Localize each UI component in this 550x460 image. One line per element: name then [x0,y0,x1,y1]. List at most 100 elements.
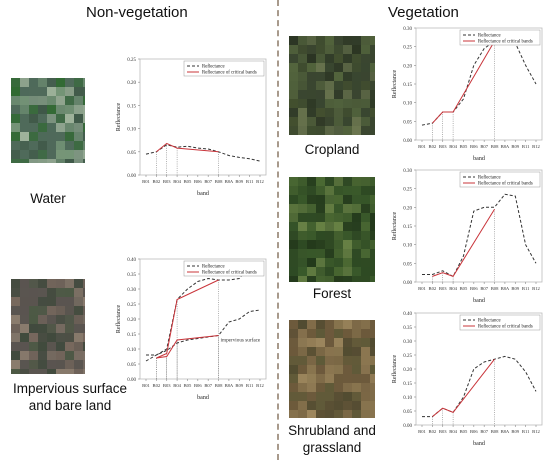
image-texture-cell [74,78,83,87]
image-texture-cell [20,279,29,288]
forest-image [289,177,379,285]
image-texture-cell [11,87,20,96]
image-texture-cell [307,126,316,135]
image-texture-cell [74,123,83,132]
image-texture-cell [83,123,92,132]
image-texture-cell [289,90,298,99]
y-tick-label: 0.15 [403,382,412,387]
image-texture-cell [361,383,370,392]
image-texture-cell [65,96,74,105]
image-texture-cell [38,342,47,351]
image-texture-cell [38,132,47,141]
image-texture-cell [289,204,298,213]
image-texture-cell [298,329,307,338]
image-texture-cell [334,45,343,54]
y-tick-label: 0.35 [127,273,136,278]
image-texture-cell [56,369,65,378]
image-texture-cell [343,231,352,240]
image-texture-cell [316,392,325,401]
image-texture-cell [307,338,316,347]
image-texture-cell [74,288,83,297]
image-texture-cell [316,90,325,99]
image-texture-cell [343,267,352,276]
image-texture-cell [56,150,65,159]
plot-frame [139,258,267,380]
image-texture-cell [47,333,56,342]
x-axis-label: band [473,298,485,304]
image-texture-cell [307,177,316,186]
image-texture-cell [307,45,316,54]
image-texture-cell [11,114,20,123]
shrub-caption-line1: Shrubland and [288,423,376,438]
image-texture-cell [83,288,92,297]
image-texture-cell [316,108,325,117]
image-texture-cell [361,329,370,338]
image-texture-cell [361,72,370,81]
image-texture-cell [307,410,316,419]
image-texture-cell [343,276,352,285]
image-texture-cell [38,288,47,297]
image-texture-cell [334,276,343,285]
image-texture-cell [334,329,343,338]
image-texture-cell [289,231,298,240]
image-texture-cell [361,338,370,347]
image-texture-cell [352,195,361,204]
image-texture-cell [325,117,334,126]
image-texture-cell [56,87,65,96]
image-texture-cell [370,117,379,126]
image-texture-cell [83,297,92,306]
image-texture-cell [29,369,38,378]
image-texture-cell [352,356,361,365]
water-caption: Water [30,191,66,206]
image-texture-cell [361,54,370,63]
image-texture-cell [74,159,83,168]
image-texture-cell [289,401,298,410]
legend-label-reflectance: Reflectance [478,176,501,181]
image-texture-cell [325,186,334,195]
image-texture-cell [289,195,298,204]
image-texture-cell [56,315,65,324]
x-tick-label: B06 [194,383,202,388]
image-texture-cell [20,351,29,360]
x-tick-label: B08 [215,179,223,184]
image-texture-cell [361,36,370,45]
image-texture-cell [289,45,298,54]
x-tick-label: B02 [429,144,437,149]
image-texture-cell [289,276,298,285]
image-texture-cell [334,204,343,213]
image-texture-cell [38,105,47,114]
image-texture-cell [289,36,298,45]
image-texture-cell [352,267,361,276]
image-texture-cell [38,279,47,288]
image-texture-cell [47,279,56,288]
image-texture-cell [56,78,65,87]
legend-label-reflectance: Reflectance [478,34,501,39]
x-tick-label: B03 [439,144,447,149]
legend-label-critical: Reflectance of critical bands [478,182,533,187]
image-texture-cell [325,258,334,267]
x-tick-label: B12 [256,179,264,184]
image-texture-cell [370,213,379,222]
legend-box [459,29,541,46]
image-texture-cell [65,87,74,96]
image-texture-cell [289,320,298,329]
image-texture-cell [370,36,379,45]
image-texture-cell [352,338,361,347]
image-texture-cell [361,320,370,329]
image-texture-cell [325,240,334,249]
image-texture-cell [334,117,343,126]
image-texture-cell [361,392,370,401]
image-texture-cell [334,410,343,419]
image-texture-cell [352,231,361,240]
image-texture-cell [11,150,20,159]
image-texture-cell [334,267,343,276]
image-texture-cell [343,195,352,204]
image-texture-cell [334,63,343,72]
image-texture-cell [325,231,334,240]
image-texture-cell [325,365,334,374]
image-texture-cell [334,231,343,240]
image-texture-cell [370,90,379,99]
plot-frame [415,312,543,426]
image-texture-cell [352,90,361,99]
image-texture-cell [334,72,343,81]
